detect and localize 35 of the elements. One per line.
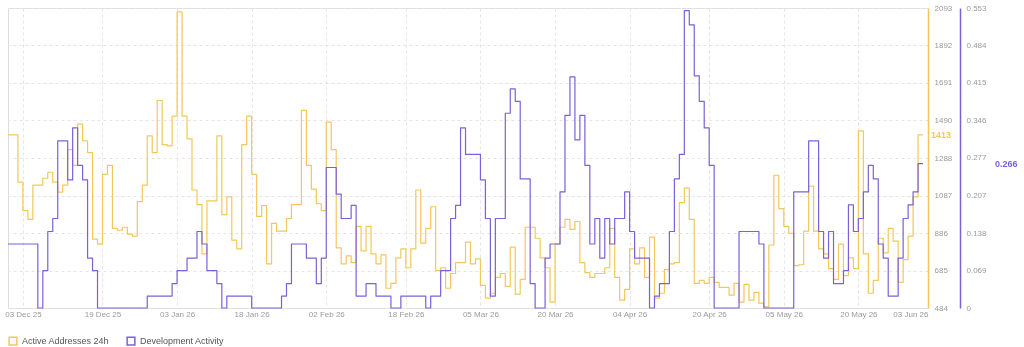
x-tick-label: 20 Apr 26	[692, 309, 728, 319]
y2-tick-label: 0	[966, 303, 972, 313]
y2-tick-label: 0.415	[966, 78, 988, 88]
y2-tick-label: 0.069	[966, 266, 988, 276]
x-tick-label: 05 Mar 26	[462, 309, 500, 319]
x-tick-label: 02 Feb 26	[308, 309, 346, 319]
y-tick-label: 484	[934, 303, 949, 313]
x-tick-label: 03 Jan 26	[160, 309, 196, 319]
x-tick-label: 18 Jan 26	[234, 309, 271, 319]
x-tick-label: 18 Feb 26	[388, 309, 425, 319]
y-tick-label: 886	[934, 228, 949, 238]
x-tick-label: 05 May 26	[765, 309, 804, 319]
y2-tick-label: 0.484	[966, 40, 988, 50]
y-tick-label: 1892	[934, 40, 953, 50]
text: 1413	[931, 129, 952, 140]
x-tick-label: 04 Apr 26	[613, 309, 648, 319]
y2-tick-label: 0.553	[966, 3, 988, 13]
y2-tick-label: 0.207	[966, 191, 988, 201]
y2-tick-label: 0.138	[966, 228, 988, 238]
x-tick-label: 20 May 26	[840, 309, 879, 319]
legend-label: Active Addresses 24h	[22, 336, 109, 347]
y2-tick-label: 0.277	[966, 153, 988, 163]
x-tick-label: 19 Dec 25	[84, 309, 122, 319]
y-tick-label: 2093	[934, 3, 953, 13]
x-tick-label: 03 Dec 25	[5, 309, 43, 319]
y-tick-label: 1691	[934, 78, 953, 88]
legend-label: Development Activity	[140, 336, 225, 347]
y-tick-label: 1288	[934, 153, 953, 163]
x-tick-label: 20 Mar 26	[537, 309, 575, 319]
y-tick-label: 1087	[934, 191, 953, 201]
y-tick-label: 1490	[934, 115, 953, 125]
y2-tick-label: 0.346	[966, 115, 988, 125]
x-tick-label: 03 Jun 26	[893, 309, 930, 319]
y-tick-label: 685	[934, 266, 949, 276]
text: 0.266	[995, 158, 1018, 169]
